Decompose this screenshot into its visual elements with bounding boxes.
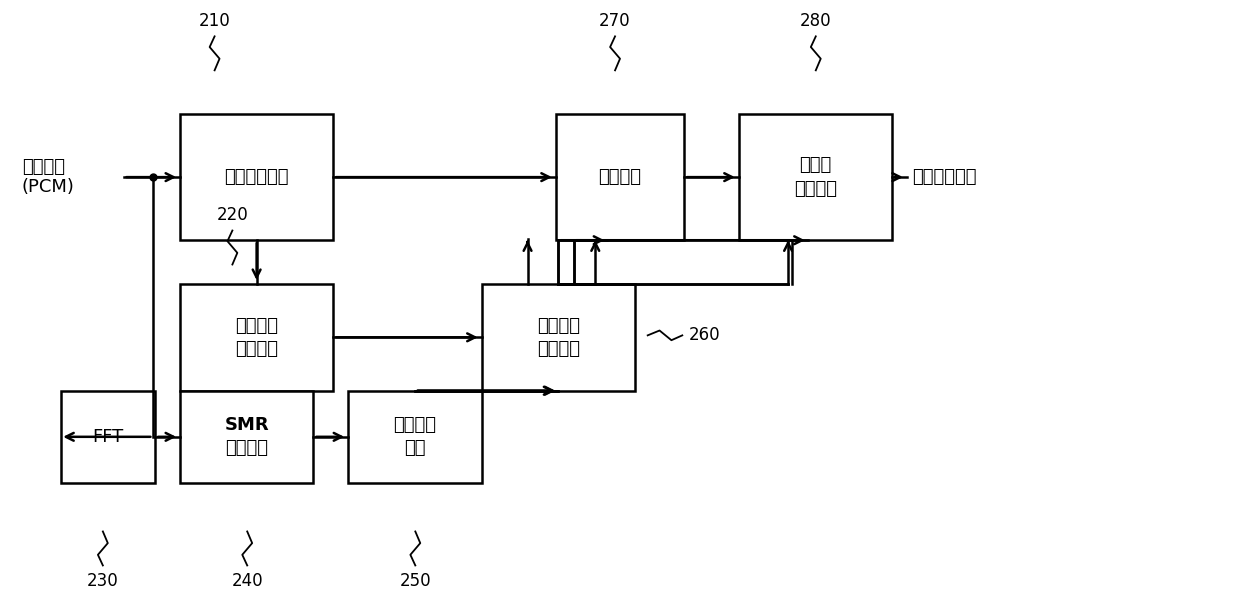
Text: 压缩的比特流: 压缩的比特流: [911, 168, 976, 186]
Text: 250: 250: [399, 572, 432, 590]
Bar: [180, 391, 314, 483]
Text: 210: 210: [198, 11, 231, 29]
Text: 270: 270: [599, 11, 631, 29]
Text: 240: 240: [232, 572, 263, 590]
Text: FFT: FFT: [93, 428, 124, 446]
Text: SMR: SMR: [224, 416, 269, 434]
Text: (PCM): (PCM): [22, 178, 74, 196]
Text: 计算单元: 计算单元: [226, 439, 268, 457]
Bar: [556, 114, 684, 240]
Bar: [61, 391, 155, 483]
Bar: [481, 284, 635, 391]
Bar: [180, 114, 334, 240]
Text: 比例因子: 比例因子: [537, 317, 580, 335]
Text: 子带滤波器组: 子带滤波器组: [224, 168, 289, 186]
Text: 比特分配: 比特分配: [393, 416, 436, 434]
Text: 230: 230: [87, 572, 119, 590]
Text: 280: 280: [800, 11, 832, 29]
Text: 产生单元: 产生单元: [794, 180, 837, 198]
Text: 比例因子: 比例因子: [236, 317, 278, 335]
Text: 音频信号: 音频信号: [22, 159, 64, 177]
Text: 编码单元: 编码单元: [537, 340, 580, 358]
Bar: [180, 284, 334, 391]
Text: 260: 260: [689, 326, 720, 344]
Text: 量化单元: 量化单元: [599, 168, 641, 186]
Bar: [348, 391, 481, 483]
Text: 单元: 单元: [404, 439, 425, 457]
Bar: [739, 114, 892, 240]
Text: 提取单元: 提取单元: [236, 340, 278, 358]
Text: 220: 220: [217, 206, 248, 224]
Text: 比特流: 比特流: [799, 156, 831, 174]
